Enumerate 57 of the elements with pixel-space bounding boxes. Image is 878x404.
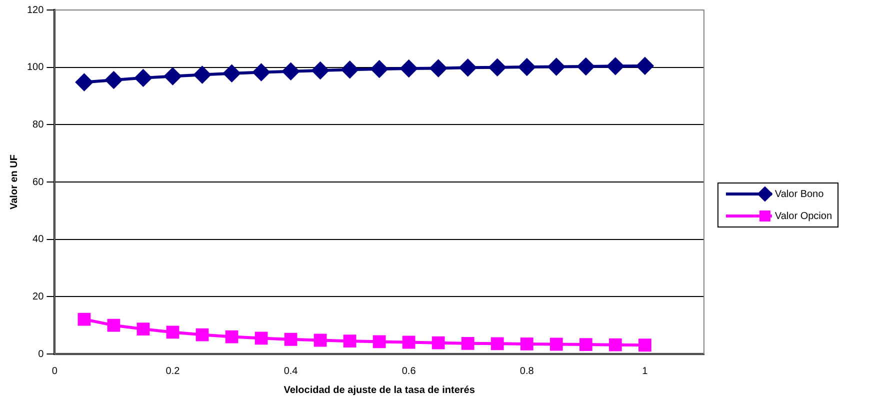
point xyxy=(225,330,238,344)
y-tick-label: 120 xyxy=(26,4,44,16)
point xyxy=(166,326,180,339)
point xyxy=(252,64,270,81)
point xyxy=(461,336,474,350)
legend-label: Valor Opcion xyxy=(774,210,832,222)
point xyxy=(254,332,268,345)
point xyxy=(196,328,209,342)
point xyxy=(579,338,592,351)
x-tick-label: 0 xyxy=(52,366,58,377)
y-tick-label: 60 xyxy=(32,176,44,188)
point xyxy=(314,334,327,347)
y-axis-title: Valor en UF xyxy=(8,154,20,210)
y-tick-label: 0 xyxy=(38,348,44,360)
point xyxy=(105,71,122,88)
point xyxy=(282,62,300,80)
point xyxy=(490,337,504,350)
x-tick-label: 0.2 xyxy=(166,366,180,377)
point xyxy=(520,338,534,350)
point xyxy=(372,335,386,348)
point xyxy=(223,64,240,82)
point xyxy=(343,334,356,348)
point xyxy=(518,58,536,76)
point xyxy=(459,59,476,76)
x-axis-title: Velocidad de ajuste de la tasa de interés xyxy=(284,384,476,396)
point xyxy=(432,336,445,350)
point xyxy=(78,312,91,326)
y-tick-label: 20 xyxy=(32,291,44,302)
point xyxy=(638,338,652,352)
x-tick-label: 0.8 xyxy=(520,366,534,377)
point xyxy=(400,60,418,77)
x-tick-label: 0.4 xyxy=(284,366,298,377)
point xyxy=(636,57,654,74)
point xyxy=(550,338,563,351)
y-tick-label: 80 xyxy=(32,119,44,130)
point xyxy=(107,318,120,332)
point xyxy=(136,322,150,336)
y-tick-label: 100 xyxy=(26,62,44,74)
point xyxy=(194,66,211,84)
point xyxy=(430,60,447,77)
point xyxy=(548,58,565,76)
point xyxy=(402,336,416,349)
point xyxy=(284,332,298,346)
point xyxy=(488,58,506,76)
point xyxy=(608,338,622,352)
y-tick-label: 40 xyxy=(32,234,44,246)
x-tick-label: 1 xyxy=(642,366,648,377)
point xyxy=(164,68,182,85)
point xyxy=(134,69,152,86)
point xyxy=(76,74,93,91)
point xyxy=(312,62,329,79)
point xyxy=(370,60,388,78)
point xyxy=(606,58,624,75)
x-tick-label: 0.6 xyxy=(402,366,416,377)
legend-label: Valor Bono xyxy=(774,188,824,200)
point xyxy=(577,58,594,75)
point xyxy=(341,61,358,78)
